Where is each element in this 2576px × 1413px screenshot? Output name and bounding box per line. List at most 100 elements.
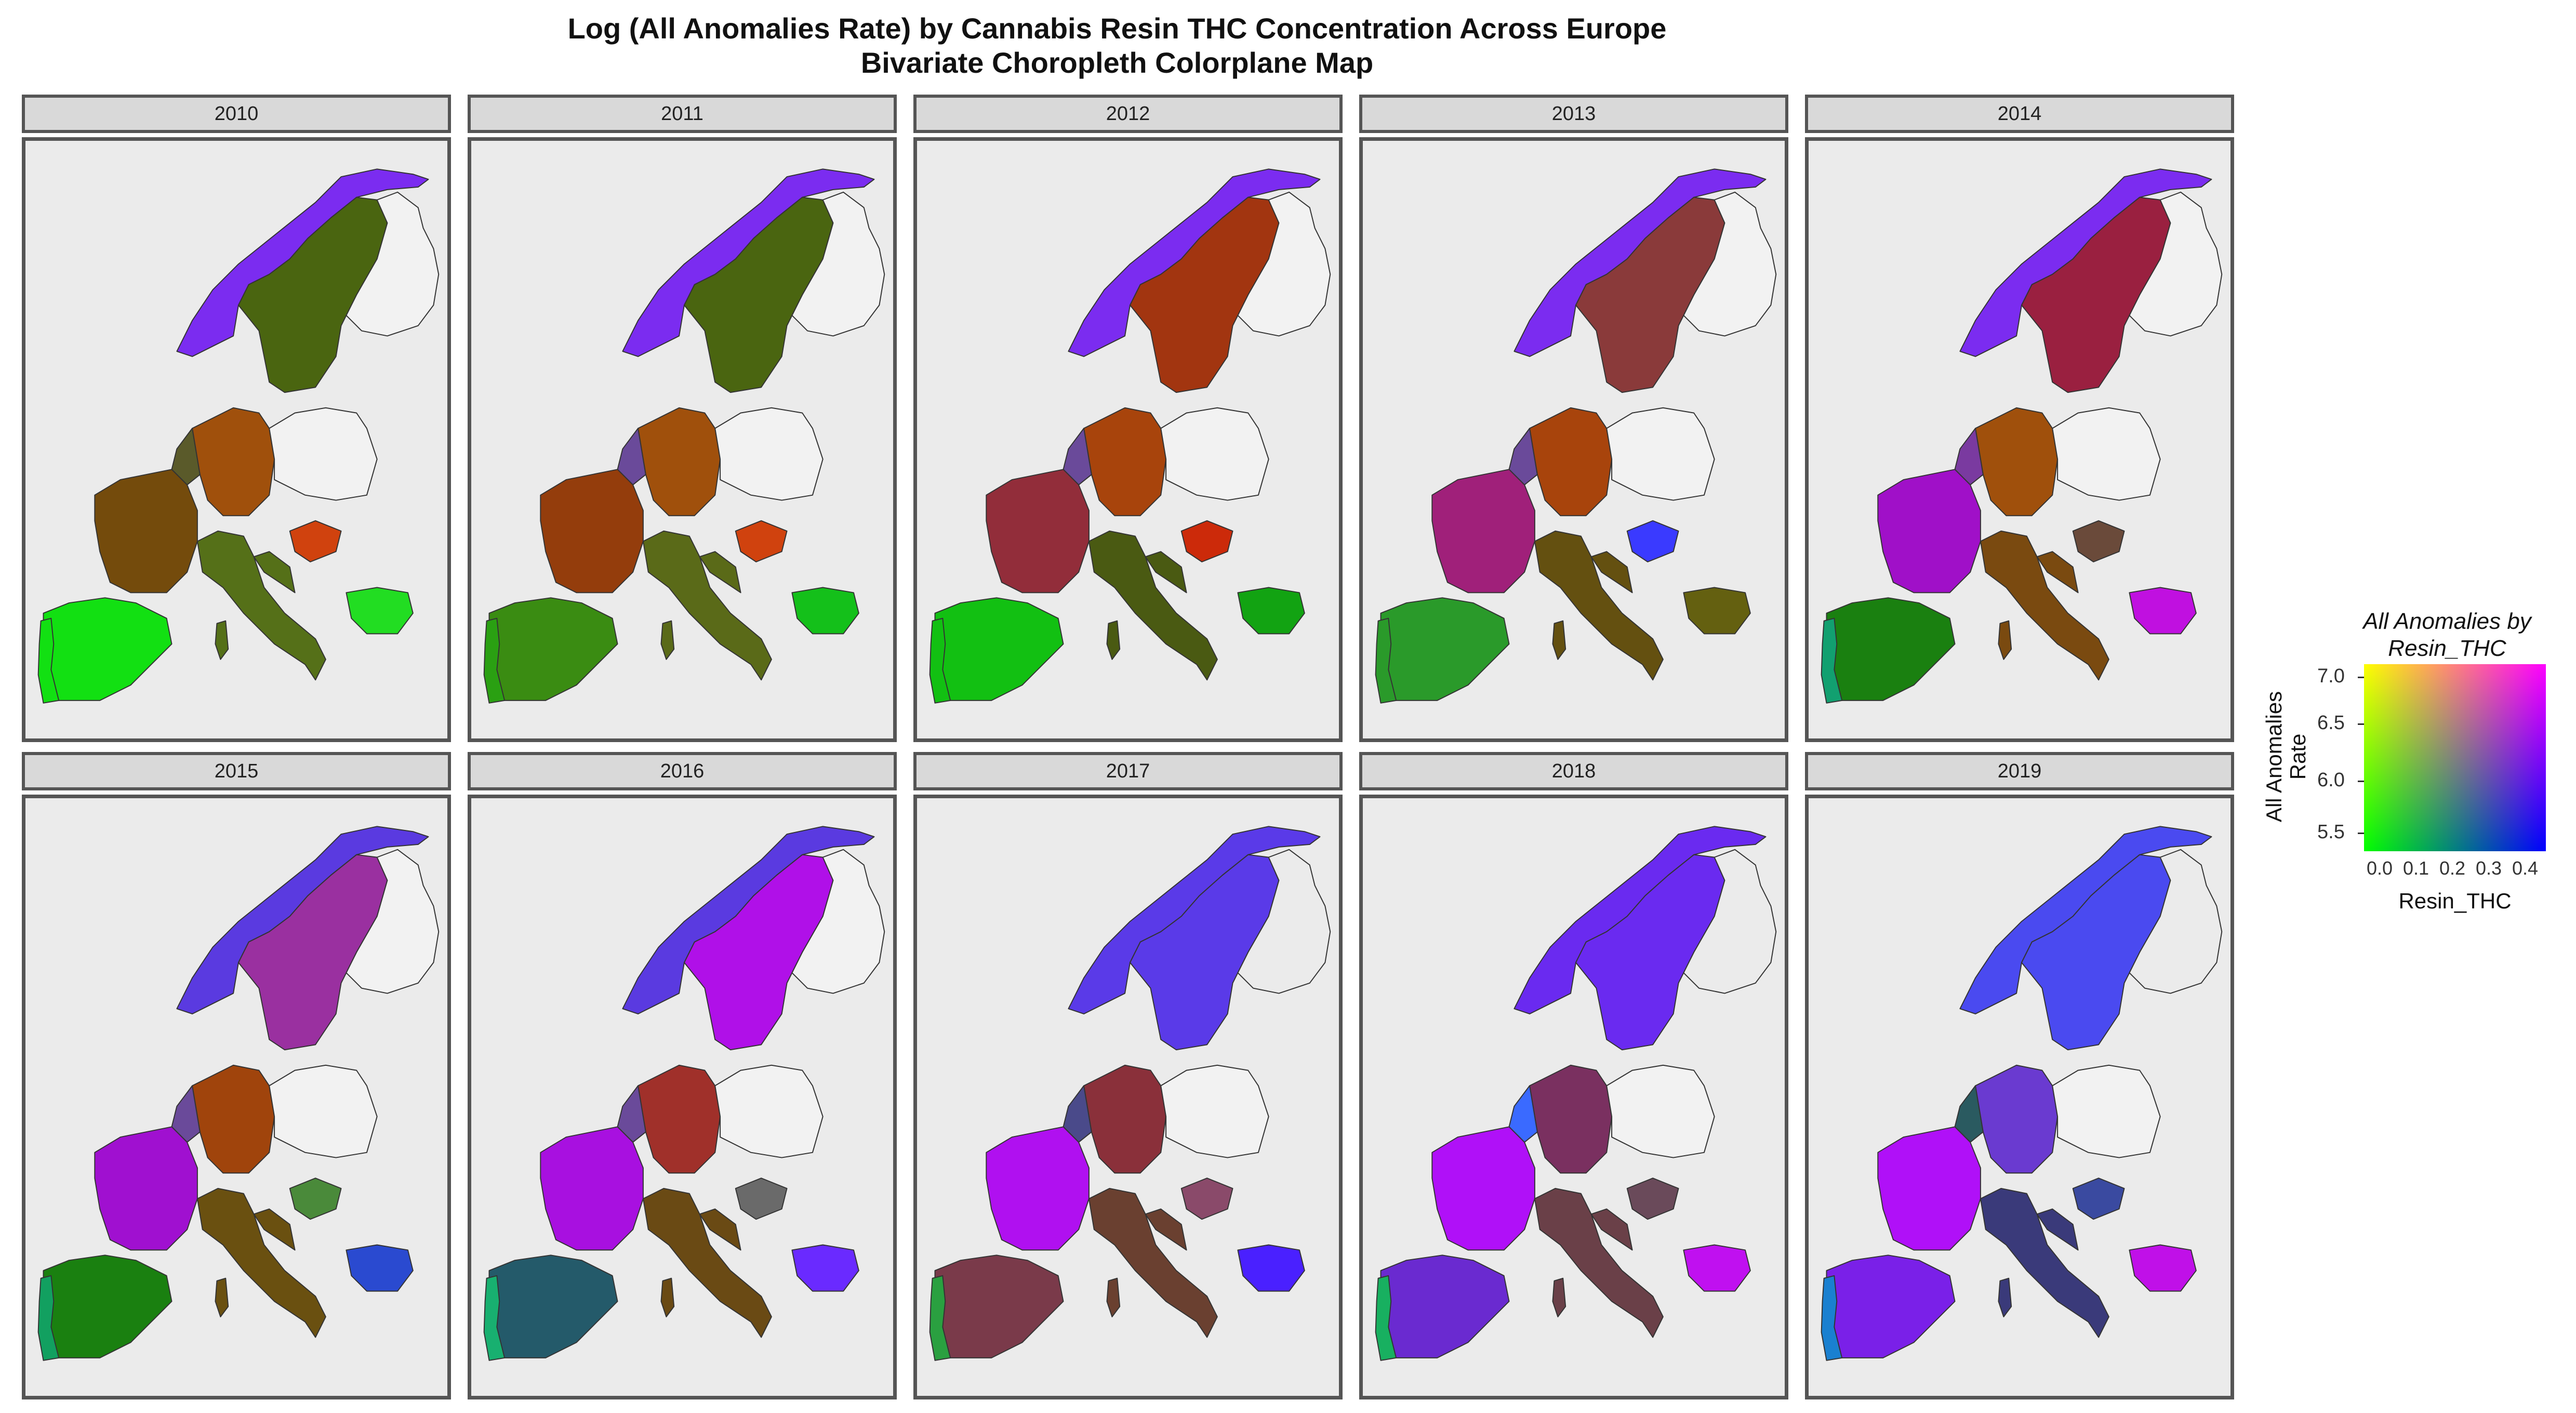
facet-year-label: 2015: [22, 752, 451, 790]
italy-croatia-region: [253, 551, 296, 593]
poland-region: [2052, 1064, 2161, 1158]
legend-colorplane: [2364, 664, 2546, 851]
germany-region: [192, 1064, 275, 1174]
finland-region: [791, 191, 885, 337]
france-region: [540, 469, 644, 593]
legend-title: All Anomalies by Resin_THC: [2363, 609, 2531, 661]
map-panel-2012: 2012: [913, 95, 1343, 742]
benelux-region: [1508, 428, 1538, 485]
germany-region: [1975, 1064, 2059, 1174]
map-panel-2016: 2016: [468, 752, 897, 1399]
map-panel-2011: 2011: [468, 95, 897, 742]
italy-region: [1980, 530, 2109, 681]
bulgaria-region: [1683, 587, 1751, 635]
sardinia-region: [1998, 620, 2012, 660]
finland-region: [1237, 849, 1331, 994]
map-canvas: [468, 795, 897, 1399]
color-legend: All Anomalies by Resin_THC All Anomalies…: [2250, 603, 2572, 915]
chart-subtitle: Bivariate Choropleth Colorplane Map: [860, 46, 1374, 79]
map-panel-2018: 2018: [1359, 752, 1788, 1399]
hungary-region: [289, 1178, 342, 1220]
france-region: [986, 469, 1090, 593]
italy-region: [1980, 1187, 2109, 1338]
italy-region: [1534, 1187, 1664, 1338]
poland-region: [1606, 1064, 1715, 1158]
italy-croatia-region: [1145, 1208, 1187, 1251]
sardinia-region: [1106, 1277, 1121, 1317]
facet-year-label: 2010: [22, 95, 451, 133]
facet-year-label: 2016: [468, 752, 897, 790]
bulgaria-region: [2129, 1244, 2197, 1292]
hungary-region: [289, 520, 342, 563]
spain-region: [1826, 1254, 1956, 1358]
map-canvas: [22, 795, 451, 1399]
facet-year-label: 2014: [1805, 95, 2234, 133]
legend-x-tick: 0.0: [2366, 857, 2393, 879]
spain-region: [1380, 597, 1510, 701]
legend-x-tick: 0.2: [2439, 857, 2466, 879]
finland-region: [346, 849, 440, 994]
sardinia-region: [660, 620, 675, 660]
france-region: [94, 469, 198, 593]
portugal-region: [483, 1275, 506, 1361]
hungary-region: [1180, 1178, 1233, 1220]
legend-y-tick: 7.0: [2317, 665, 2345, 687]
benelux-region: [171, 428, 201, 485]
spain-region: [43, 597, 172, 701]
map-panel-2014: 2014: [1805, 95, 2234, 742]
italy-croatia-region: [1590, 551, 1633, 593]
portugal-region: [1375, 1275, 1397, 1361]
hungary-region: [735, 520, 788, 563]
spain-region: [488, 597, 618, 701]
finland-region: [1683, 849, 1777, 994]
legend-x-tick: 0.4: [2512, 857, 2539, 879]
norway-region: [1068, 168, 1321, 357]
facet-year-label: 2017: [913, 752, 1343, 790]
legend-x-tick: 0.1: [2402, 857, 2429, 879]
norway-region: [176, 168, 429, 357]
facet-year-label: 2012: [913, 95, 1343, 133]
map-canvas: [468, 137, 897, 742]
france-region: [986, 1126, 1090, 1251]
map-canvas: [1805, 795, 2234, 1399]
norway-region: [1959, 168, 2212, 357]
hungary-region: [1626, 520, 1679, 563]
portugal-region: [929, 1275, 951, 1361]
legend-y-tick: 6.0: [2317, 769, 2345, 791]
legend-y-tick: 5.5: [2317, 821, 2345, 843]
norway-region: [176, 826, 429, 1014]
germany-region: [1083, 1064, 1167, 1174]
legend-y-tickmark: [2358, 781, 2364, 782]
facet-year-label: 2019: [1805, 752, 2234, 790]
map-canvas: [1359, 137, 1788, 742]
hungary-region: [735, 1178, 788, 1220]
germany-region: [638, 1064, 721, 1174]
hungary-region: [1626, 1178, 1679, 1220]
facet-year-label: 2011: [468, 95, 897, 133]
germany-region: [638, 407, 721, 517]
legend-y-tickmark: [2358, 723, 2364, 725]
finland-region: [346, 191, 440, 337]
poland-region: [714, 1064, 824, 1158]
france-region: [1431, 1126, 1535, 1251]
italy-croatia-region: [253, 1208, 296, 1251]
hungary-region: [2072, 520, 2125, 563]
map-panel-2017: 2017: [913, 752, 1343, 1399]
italy-region: [1534, 530, 1664, 681]
france-region: [540, 1126, 644, 1251]
bulgaria-region: [2129, 587, 2197, 635]
benelux-region: [1508, 1085, 1538, 1143]
france-region: [1877, 1126, 1981, 1251]
bulgaria-region: [1237, 587, 1305, 635]
norway-region: [1513, 168, 1767, 357]
legend-y-label: All Anomalies Rate: [2262, 691, 2310, 823]
spain-region: [43, 1254, 172, 1358]
benelux-region: [171, 1085, 201, 1143]
legend-x-tick: 0.3: [2475, 857, 2502, 879]
norway-region: [1513, 826, 1767, 1014]
benelux-region: [1954, 428, 1984, 485]
spain-region: [934, 597, 1064, 701]
italy-croatia-region: [699, 1208, 741, 1251]
italy-region: [196, 530, 326, 681]
benelux-region: [617, 428, 646, 485]
